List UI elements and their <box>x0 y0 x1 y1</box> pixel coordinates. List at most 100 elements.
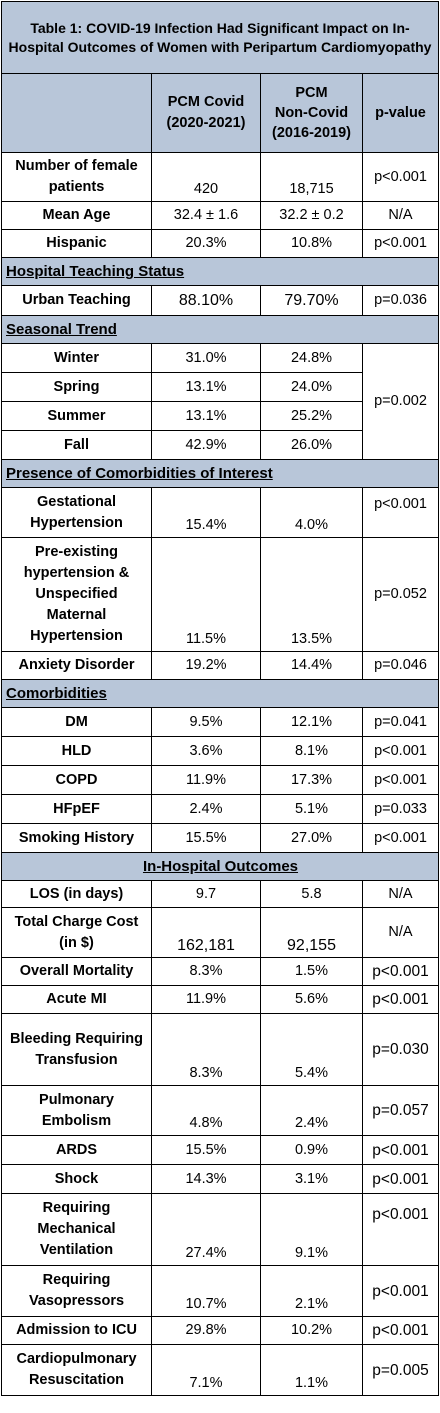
noncovid-value: 32.2 ± 0.2 <box>260 201 363 230</box>
noncovid-value: 79.70% <box>260 285 363 316</box>
covid-value: 31.0% <box>151 343 261 373</box>
covid-value: 42.9% <box>151 430 261 460</box>
row-label: Number of female patients <box>1 152 152 202</box>
table-row: Hispanic 20.3% 10.8% p<0.001 <box>1 229 439 258</box>
noncovid-value: 17.3% <box>260 765 363 795</box>
header-pcm-noncovid: PCM Non-Covid (2016-2019) <box>260 73 363 153</box>
covid-value: 32.4 ± 1.6 <box>151 201 261 230</box>
covid-value: 9.7 <box>151 880 261 908</box>
p-value: p<0.001 <box>362 229 439 258</box>
covid-value: 11.9% <box>151 765 261 795</box>
covid-value: 9.5% <box>151 707 261 737</box>
covid-value: 162,181 <box>151 907 261 958</box>
table-row: Gestational Hypertension 15.4% 4.0% p<0.… <box>1 487 439 538</box>
row-label: Fall <box>1 430 152 460</box>
p-value: N/A <box>362 880 439 908</box>
header-pcm-noncovid-line1: PCM <box>295 85 328 101</box>
table-row: COPD 11.9% 17.3% p<0.001 <box>1 765 439 795</box>
p-value: p=0.052 <box>362 537 439 652</box>
section-header-in-hospital-outcomes: In-Hospital Outcomes <box>1 852 439 881</box>
p-value: p<0.001 <box>362 152 439 202</box>
noncovid-value: 10.8% <box>260 229 363 258</box>
table-row: Winter 31.0% 24.8% p=0.002 <box>1 343 439 460</box>
header-empty-cell <box>1 73 152 153</box>
table-row: Total Charge Cost (in $) 162,181 92,155 … <box>1 907 439 958</box>
row-label: Gestational Hypertension <box>1 487 152 538</box>
row-label: Anxiety Disorder <box>1 651 152 680</box>
p-value: p<0.001 <box>362 1265 439 1317</box>
table-row: Pulmonary Embolism 4.8% 2.4% p=0.057 <box>1 1085 439 1136</box>
covid-value: 8.3% <box>151 1013 261 1086</box>
noncovid-value: 5.8 <box>260 880 363 908</box>
noncovid-value: 14.4% <box>260 651 363 680</box>
covid-value: 15.5% <box>151 823 261 853</box>
p-value: p<0.001 <box>362 985 439 1014</box>
row-label: Spring <box>1 372 152 402</box>
p-value: p=0.041 <box>362 707 439 737</box>
row-label: Acute MI <box>1 985 152 1014</box>
noncovid-value: 3.1% <box>260 1164 363 1194</box>
row-label: Summer <box>1 401 152 431</box>
p-value: p=0.036 <box>362 285 439 316</box>
header-pcm-covid-line2: (2020-2021) <box>166 115 246 131</box>
covid-value: 10.7% <box>151 1265 261 1317</box>
row-label: HFpEF <box>1 794 152 824</box>
table-row: Requiring Mechanical Ventilation 27.4% 9… <box>1 1193 439 1266</box>
table-row: Number of female patients 420 18,715 p<0… <box>1 152 439 202</box>
table-row: Urban Teaching 88.10% 79.70% p=0.036 <box>1 285 439 316</box>
table-row: ARDS 15.5% 0.9% p<0.001 <box>1 1135 439 1165</box>
column-header-row: PCM Covid (2020-2021) PCM Non-Covid (201… <box>1 73 439 153</box>
covid-value: 7.1% <box>151 1344 261 1396</box>
row-label: Smoking History <box>1 823 152 853</box>
covid-value: 11.5% <box>151 537 261 652</box>
covid-value: 15.4% <box>151 487 261 538</box>
table-title: Table 1: COVID-19 Infection Had Signific… <box>1 1 439 74</box>
p-value: p<0.001 <box>362 1193 439 1266</box>
noncovid-value: 27.0% <box>260 823 363 853</box>
noncovid-value: 2.4% <box>260 1085 363 1136</box>
noncovid-value: 12.1% <box>260 707 363 737</box>
header-p-value: p-value <box>362 73 439 153</box>
table-row: HFpEF 2.4% 5.1% p=0.033 <box>1 794 439 824</box>
covid-value: 19.2% <box>151 651 261 680</box>
table-row: Requiring Vasopressors 10.7% 2.1% p<0.00… <box>1 1265 439 1317</box>
table-row: Acute MI 11.9% 5.6% p<0.001 <box>1 985 439 1014</box>
covid-value: 13.1% <box>151 372 261 402</box>
table-row: Cardiopulmonary Resuscitation 7.1% 1.1% … <box>1 1344 439 1396</box>
covid-value: 8.3% <box>151 957 261 986</box>
noncovid-value: 18,715 <box>260 152 363 202</box>
p-value-seasonal: p=0.002 <box>362 343 439 460</box>
covid-value: 88.10% <box>151 285 261 316</box>
covid-value: 20.3% <box>151 229 261 258</box>
section-header-comorbidities: Comorbidities <box>1 679 439 708</box>
noncovid-value: 0.9% <box>260 1135 363 1165</box>
covid-value: 15.5% <box>151 1135 261 1165</box>
row-label: Hispanic <box>1 229 152 258</box>
row-label: LOS (in days) <box>1 880 152 908</box>
row-label: Mean Age <box>1 201 152 230</box>
table-row: DM 9.5% 12.1% p=0.041 <box>1 707 439 737</box>
p-value: N/A <box>362 907 439 958</box>
p-value: p<0.001 <box>362 765 439 795</box>
header-pcm-covid-line1: PCM Covid <box>167 94 245 110</box>
p-value: p=0.033 <box>362 794 439 824</box>
noncovid-value: 24.8% <box>260 343 363 373</box>
table-row: Overall Mortality 8.3% 1.5% p<0.001 <box>1 957 439 986</box>
covid-value: 4.8% <box>151 1085 261 1136</box>
covid-value: 29.8% <box>151 1316 261 1345</box>
covid-value: 14.3% <box>151 1164 261 1194</box>
row-label: Bleeding Requiring Transfusion <box>1 1013 152 1086</box>
noncovid-value: 5.1% <box>260 794 363 824</box>
row-label: Shock <box>1 1164 152 1194</box>
covid-value: 13.1% <box>151 401 261 431</box>
covid-value: 11.9% <box>151 985 261 1014</box>
row-label: Cardiopulmonary Resuscitation <box>1 1344 152 1396</box>
table-row: Mean Age 32.4 ± 1.6 32.2 ± 0.2 N/A <box>1 201 439 230</box>
noncovid-value: 92,155 <box>260 907 363 958</box>
covid-value: 3.6% <box>151 736 261 766</box>
row-label: Pre-existing hypertension & Unspecified … <box>1 537 152 652</box>
p-value: N/A <box>362 201 439 230</box>
table-row: Anxiety Disorder 19.2% 14.4% p=0.046 <box>1 651 439 680</box>
noncovid-value: 1.5% <box>260 957 363 986</box>
